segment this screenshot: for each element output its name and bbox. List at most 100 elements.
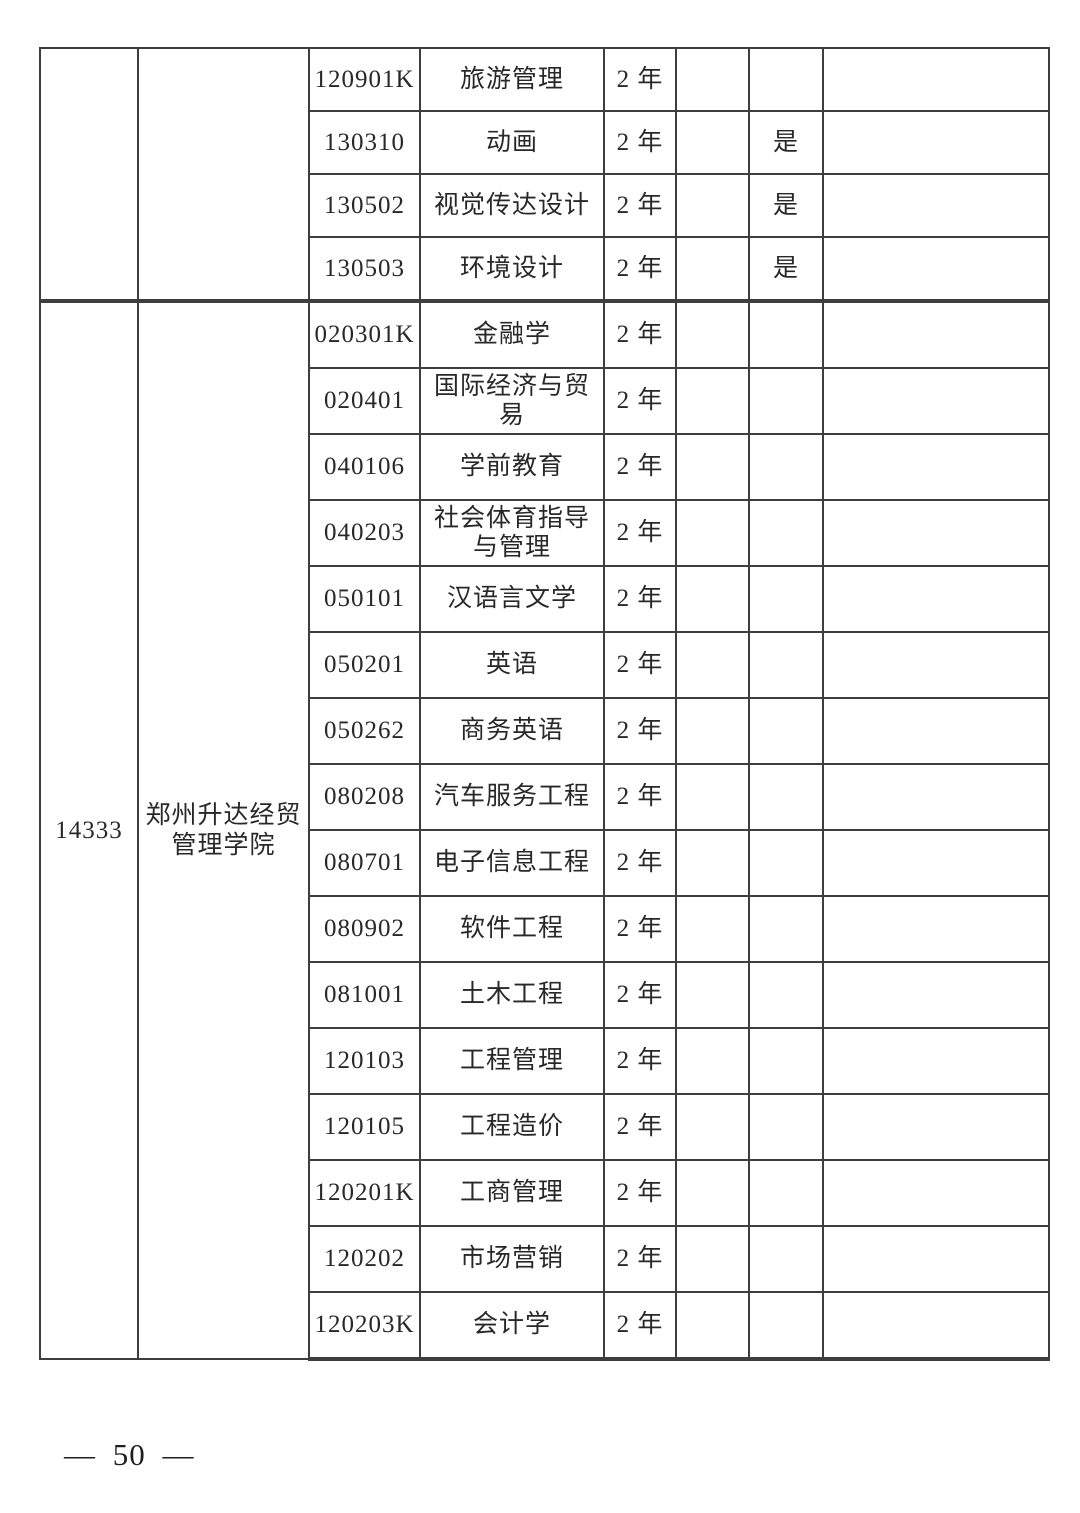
major-name-cell: 英语 bbox=[419, 631, 605, 699]
table-row: 14333 郑州升达经贸管理学院 020301K 金融学 2 年 bbox=[39, 299, 1050, 1360]
remarks-cell bbox=[822, 299, 1050, 369]
duration-cell: 2 年 bbox=[603, 1159, 677, 1227]
table-row: 120201K 工商管理 2 年 bbox=[40, 1159, 1050, 1227]
blank-cell bbox=[675, 1027, 750, 1095]
page-number: — 50 — bbox=[64, 1437, 195, 1472]
yes-flag-cell bbox=[748, 499, 824, 567]
major-code-cell: 040203 bbox=[308, 499, 421, 567]
duration-cell: 2 年 bbox=[603, 961, 677, 1029]
major-code-cell: 130310 bbox=[308, 110, 421, 175]
blank-cell bbox=[675, 829, 750, 897]
blank-cell bbox=[675, 1159, 750, 1227]
remarks-cell bbox=[822, 367, 1050, 435]
major-code-cell: 080701 bbox=[308, 829, 421, 897]
table-row: 080701 电子信息工程 2 年 bbox=[40, 829, 1050, 897]
blank-cell bbox=[675, 299, 750, 369]
table-row: 050201 英语 2 年 bbox=[40, 631, 1050, 699]
yes-flag-cell bbox=[748, 1093, 824, 1161]
yes-flag-cell bbox=[748, 299, 824, 369]
blank-cell bbox=[675, 367, 750, 435]
major-code-cell: 120103 bbox=[308, 1027, 421, 1095]
yes-flag-cell bbox=[748, 433, 824, 501]
blank-cell bbox=[675, 697, 750, 765]
major-name-cell: 视觉传达设计 bbox=[419, 173, 605, 238]
major-name-cell: 金融学 bbox=[419, 299, 605, 369]
blank-cell bbox=[675, 47, 750, 112]
school-name-cell bbox=[137, 47, 310, 302]
duration-cell: 2 年 bbox=[603, 829, 677, 897]
remarks-cell bbox=[822, 895, 1050, 963]
major-name-cell: 汉语言文学 bbox=[419, 565, 605, 633]
duration-cell: 2 年 bbox=[603, 433, 677, 501]
yes-flag-cell: 是 bbox=[748, 173, 824, 238]
major-name-cell: 学前教育 bbox=[419, 433, 605, 501]
major-code-cell: 020401 bbox=[308, 367, 421, 435]
table-row: 040203 社会体育指导与管理 2 年 bbox=[40, 499, 1050, 567]
duration-cell: 2 年 bbox=[603, 299, 677, 369]
table-row: 050262 商务英语 2 年 bbox=[40, 697, 1050, 765]
remarks-cell bbox=[822, 499, 1050, 567]
major-code-cell: 130502 bbox=[308, 173, 421, 238]
major-name-cell: 社会体育指导与管理 bbox=[419, 499, 605, 567]
yes-flag-cell bbox=[748, 47, 824, 112]
duration-cell: 2 年 bbox=[603, 895, 677, 963]
duration-cell: 2 年 bbox=[603, 1225, 677, 1293]
major-name-cell: 工商管理 bbox=[419, 1159, 605, 1227]
school-code-cell: 14333 bbox=[39, 299, 139, 1360]
duration-cell: 2 年 bbox=[603, 236, 677, 302]
yes-flag-cell bbox=[748, 763, 824, 831]
blank-cell bbox=[675, 433, 750, 501]
major-code-cell: 120201K bbox=[308, 1159, 421, 1227]
major-code-cell: 120901K bbox=[308, 47, 421, 112]
major-name-cell: 工程造价 bbox=[419, 1093, 605, 1161]
remarks-cell bbox=[822, 829, 1050, 897]
remarks-cell bbox=[822, 1027, 1050, 1095]
duration-cell: 2 年 bbox=[603, 565, 677, 633]
remarks-cell bbox=[822, 433, 1050, 501]
remarks-cell bbox=[822, 697, 1050, 765]
major-code-cell: 081001 bbox=[308, 961, 421, 1029]
remarks-cell bbox=[822, 1225, 1050, 1293]
major-code-cell: 050101 bbox=[308, 565, 421, 633]
blank-cell bbox=[675, 236, 750, 302]
remarks-cell bbox=[822, 47, 1050, 112]
yes-flag-cell bbox=[748, 697, 824, 765]
remarks-cell bbox=[822, 961, 1050, 1029]
major-name-cell: 旅游管理 bbox=[419, 47, 605, 112]
duration-cell: 2 年 bbox=[603, 1291, 677, 1361]
blank-cell bbox=[675, 895, 750, 963]
major-code-cell: 120202 bbox=[308, 1225, 421, 1293]
remarks-cell bbox=[822, 1159, 1050, 1227]
blank-cell bbox=[675, 173, 750, 238]
duration-cell: 2 年 bbox=[603, 173, 677, 238]
remarks-cell bbox=[822, 631, 1050, 699]
school-name-cell: 郑州升达经贸管理学院 bbox=[137, 299, 310, 1360]
major-name-cell: 工程管理 bbox=[419, 1027, 605, 1095]
remarks-cell bbox=[822, 236, 1050, 302]
remarks-cell bbox=[822, 565, 1050, 633]
major-code-cell: 120105 bbox=[308, 1093, 421, 1161]
major-code-cell: 040106 bbox=[308, 433, 421, 501]
blank-cell bbox=[675, 1225, 750, 1293]
duration-cell: 2 年 bbox=[603, 763, 677, 831]
duration-cell: 2 年 bbox=[603, 367, 677, 435]
major-name-cell: 电子信息工程 bbox=[419, 829, 605, 897]
blank-cell bbox=[675, 499, 750, 567]
table-row: 120203K 会计学 2 年 bbox=[40, 1291, 1050, 1361]
table-row: 130502 视觉传达设计 2 年 是 bbox=[40, 173, 1050, 238]
yes-flag-cell bbox=[748, 895, 824, 963]
blank-cell bbox=[675, 961, 750, 1029]
table-row: 130310 动画 2 年 是 bbox=[40, 110, 1050, 175]
major-code-cell: 050262 bbox=[308, 697, 421, 765]
table-row: 080208 汽车服务工程 2 年 bbox=[40, 763, 1050, 831]
major-name-cell: 动画 bbox=[419, 110, 605, 175]
table-row: 040106 学前教育 2 年 bbox=[40, 433, 1050, 501]
blank-cell bbox=[675, 631, 750, 699]
remarks-cell bbox=[822, 173, 1050, 238]
majors-table: 120901K 旅游管理 2 年 130310 动画 2 年是 130502 视觉传达设计 2 … bbox=[39, 47, 1050, 1361]
yes-flag-cell bbox=[748, 829, 824, 897]
table-row: 080902 软件工程 2 年 bbox=[40, 895, 1050, 963]
duration-cell: 2 年 bbox=[603, 499, 677, 567]
major-code-cell: 020301K bbox=[308, 299, 421, 369]
